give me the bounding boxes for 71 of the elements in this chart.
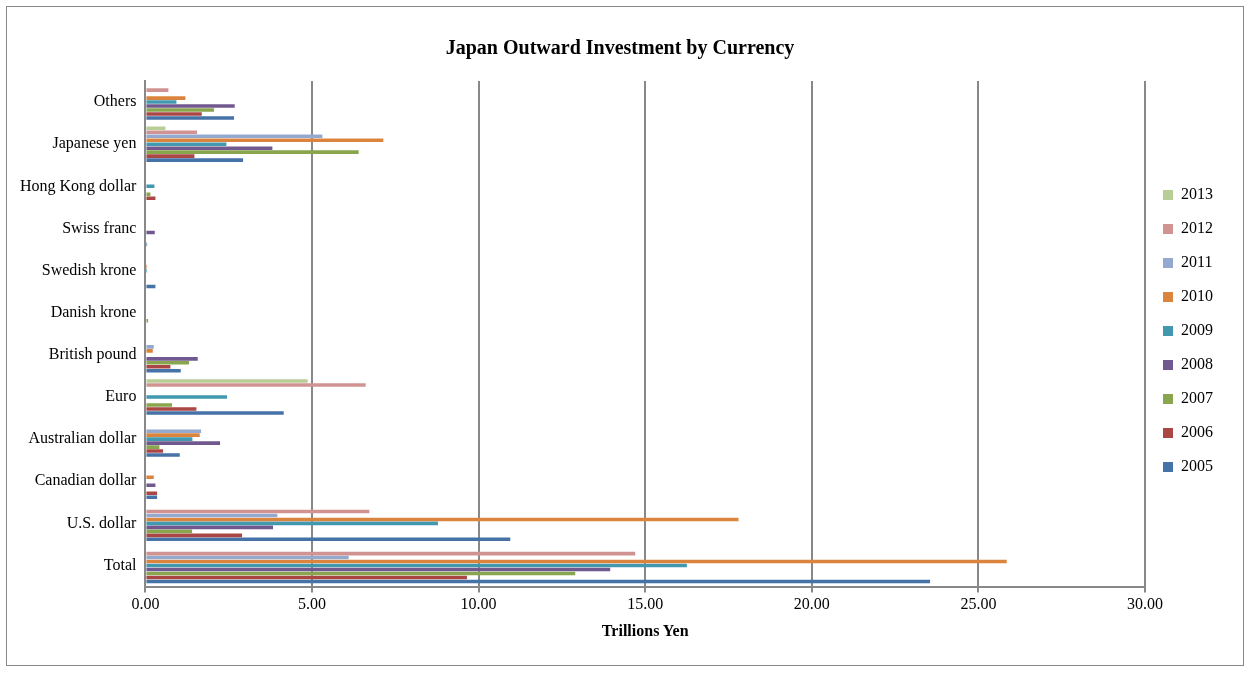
bar: [146, 108, 215, 112]
bar: [146, 88, 169, 92]
bar: [146, 130, 198, 135]
bar: [146, 441, 221, 445]
bar: [146, 158, 244, 162]
x-tick-label: 20.00: [793, 595, 830, 613]
y-tick-label: Swiss franc: [62, 218, 137, 236]
bar: [146, 437, 193, 441]
y-tick-label: Japanese yen: [52, 134, 137, 153]
legend-label: 2011: [1181, 253, 1213, 271]
bar: [146, 383, 366, 387]
bar: [146, 453, 180, 457]
bar: [146, 433, 200, 437]
bar: [146, 495, 158, 499]
legend-label: 2008: [1181, 355, 1213, 373]
bar: [146, 429, 202, 433]
legend-label: 2006: [1181, 423, 1213, 441]
x-tick-label: 10.00: [460, 595, 497, 613]
bar: [146, 407, 197, 411]
bar: [146, 126, 166, 131]
x-tick-label: 15.00: [627, 595, 664, 613]
bar: [146, 100, 177, 104]
bar: [146, 116, 235, 120]
x-axis-title: Trillions Yen: [601, 621, 689, 639]
bar: [146, 395, 228, 399]
bar: [146, 112, 202, 116]
bar: [146, 357, 198, 361]
y-tick-label: Canadian dollar: [34, 471, 138, 489]
bar: [146, 345, 154, 349]
bar: [146, 142, 227, 146]
legend-label: 2013: [1181, 185, 1213, 203]
bar: [146, 146, 273, 150]
bar: [146, 349, 153, 353]
bar: [146, 230, 155, 235]
y-tick-label: Hong Kong dollar: [19, 176, 138, 195]
bar: [146, 475, 154, 480]
y-tick-label: Euro: [105, 387, 137, 405]
y-tick-label: Others: [93, 92, 137, 110]
legend-label: 2007: [1181, 389, 1213, 407]
bar: [146, 445, 160, 449]
legend-label: 2010: [1181, 287, 1213, 305]
bar: [146, 134, 323, 139]
bar: [146, 483, 156, 488]
bar: [146, 411, 284, 415]
y-tick-label: Australian dollar: [28, 429, 138, 447]
chart-title: Japan Outward Investment by Currency: [445, 36, 795, 60]
legend-label: 2005: [1181, 457, 1213, 475]
legend-label: 2012: [1181, 219, 1213, 237]
y-tick-label: Total: [103, 555, 137, 573]
bar: [146, 365, 171, 369]
bar: [146, 150, 359, 154]
x-tick-label: 25.00: [960, 595, 997, 613]
y-tick-label: Danish krone: [50, 302, 137, 320]
bar: [146, 196, 156, 201]
x-tick-label: 5.00: [298, 595, 327, 613]
x-tick-label: 0.00: [131, 595, 160, 613]
bar: [146, 368, 181, 373]
bar: [146, 491, 158, 495]
y-tick-label: Swedish krone: [41, 260, 137, 278]
bar: [146, 154, 195, 158]
bar: [146, 104, 235, 108]
bar: [146, 96, 186, 100]
bar: [146, 138, 384, 143]
legend-label: 2009: [1181, 321, 1213, 339]
bar: [146, 449, 164, 453]
bar: [146, 403, 173, 407]
bar: [146, 379, 308, 383]
y-tick-label: British pound: [48, 345, 137, 364]
bar: [146, 361, 190, 365]
x-tick-label: 30.00: [1127, 595, 1163, 613]
y-tick-label: U.S. dollar: [66, 513, 138, 531]
